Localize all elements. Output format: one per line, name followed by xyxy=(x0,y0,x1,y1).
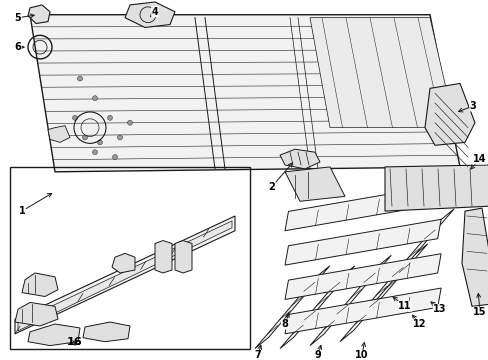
Circle shape xyxy=(82,135,87,140)
Polygon shape xyxy=(22,273,58,297)
Text: 10: 10 xyxy=(354,350,368,360)
Text: 5: 5 xyxy=(15,13,21,23)
Circle shape xyxy=(97,140,102,145)
Text: 16: 16 xyxy=(67,337,82,347)
Polygon shape xyxy=(155,240,172,273)
Text: 16: 16 xyxy=(67,337,82,347)
Polygon shape xyxy=(15,216,235,334)
Polygon shape xyxy=(112,253,135,273)
Circle shape xyxy=(92,150,97,155)
Polygon shape xyxy=(285,254,440,300)
Circle shape xyxy=(77,76,82,81)
Polygon shape xyxy=(48,126,70,142)
Polygon shape xyxy=(285,219,440,265)
Polygon shape xyxy=(359,209,453,314)
Text: 4: 4 xyxy=(151,7,158,17)
Polygon shape xyxy=(285,167,345,201)
Polygon shape xyxy=(309,18,454,128)
Text: 13: 13 xyxy=(432,304,446,314)
Text: 12: 12 xyxy=(412,319,426,329)
Polygon shape xyxy=(280,266,354,348)
Text: 11: 11 xyxy=(397,301,411,311)
Circle shape xyxy=(127,120,132,125)
Text: 2: 2 xyxy=(268,181,275,192)
Circle shape xyxy=(107,115,112,120)
Bar xyxy=(10,167,249,348)
Polygon shape xyxy=(28,5,50,23)
Polygon shape xyxy=(254,266,329,348)
Polygon shape xyxy=(18,221,231,331)
Polygon shape xyxy=(285,288,440,334)
Polygon shape xyxy=(175,240,192,273)
Polygon shape xyxy=(339,244,427,342)
Text: 7: 7 xyxy=(254,350,261,360)
Text: 15: 15 xyxy=(472,307,486,317)
Polygon shape xyxy=(125,2,175,27)
Polygon shape xyxy=(384,165,488,211)
Text: 9: 9 xyxy=(314,350,321,360)
Polygon shape xyxy=(15,302,58,326)
Polygon shape xyxy=(30,15,459,172)
Polygon shape xyxy=(83,322,130,342)
Polygon shape xyxy=(309,255,390,346)
Polygon shape xyxy=(461,208,488,306)
Polygon shape xyxy=(285,185,440,231)
Circle shape xyxy=(92,96,97,101)
Circle shape xyxy=(117,135,122,140)
Text: 1: 1 xyxy=(19,206,25,216)
Circle shape xyxy=(112,155,117,159)
Circle shape xyxy=(72,115,77,120)
Text: 14: 14 xyxy=(472,154,486,164)
Polygon shape xyxy=(280,149,319,169)
Polygon shape xyxy=(28,324,80,346)
Text: 6: 6 xyxy=(15,42,21,52)
Polygon shape xyxy=(424,84,474,145)
Text: 8: 8 xyxy=(281,319,288,329)
Text: 3: 3 xyxy=(468,101,475,111)
